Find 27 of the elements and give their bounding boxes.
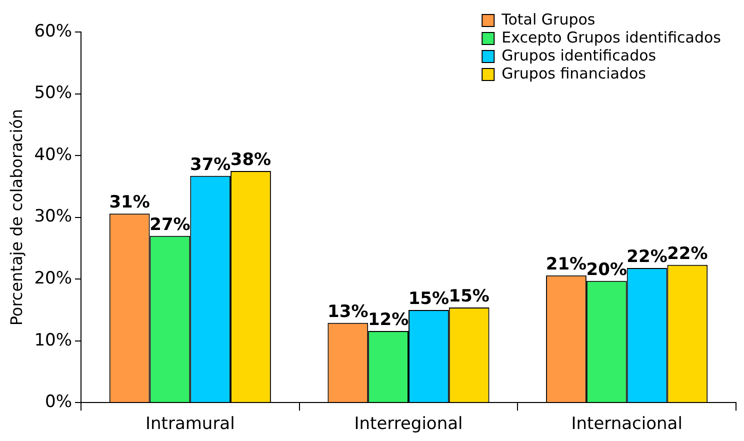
data-label: 15% [448, 286, 490, 306]
legend-label: Grupos financiados [502, 64, 646, 82]
legend-label: Excepto Grupos identificados [502, 28, 722, 46]
data-label: 31% [109, 192, 150, 213]
y-tick-label: 10% [34, 330, 72, 350]
x-tick-label: Intramural [145, 414, 235, 434]
legend-label: Grupos identificados [502, 46, 656, 64]
y-tick-label: 30% [34, 206, 72, 227]
x-tick-label: Interregional [354, 414, 463, 434]
y-tick-label: 40% [34, 144, 72, 165]
y-tick-label: 20% [34, 268, 72, 288]
data-label: 21% [546, 254, 587, 274]
data-label: 13% [328, 302, 368, 322]
data-label: 38% [230, 150, 272, 170]
x-tick-label: Internacional [571, 414, 682, 434]
data-label: 15% [408, 288, 450, 309]
y-axis-title: Porcentaje de colaboración [6, 108, 26, 326]
data-label: 20% [586, 260, 627, 280]
data-label: 22% [626, 246, 668, 267]
y-tick-label: 50% [34, 83, 72, 104]
data-label: 37% [190, 154, 231, 175]
data-label: 27% [150, 214, 190, 235]
data-label: 12% [368, 310, 409, 330]
data-label: 22% [667, 244, 708, 264]
y-tick-label: 60% [34, 21, 72, 42]
legend-label: Total Grupos [500, 10, 596, 28]
y-tick-label: 0% [45, 392, 72, 412]
